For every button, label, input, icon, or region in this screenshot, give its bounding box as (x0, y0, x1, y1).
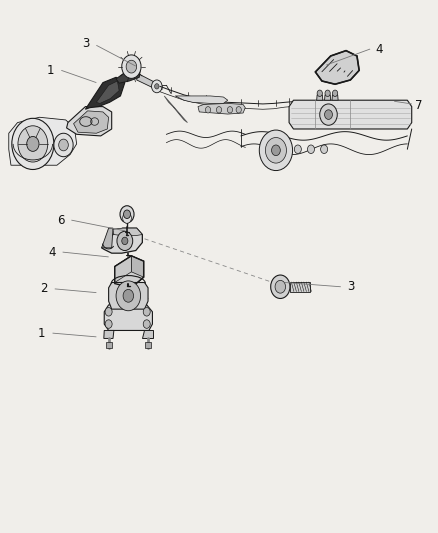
Circle shape (307, 145, 314, 154)
Polygon shape (145, 342, 151, 348)
Polygon shape (113, 228, 142, 236)
Circle shape (294, 145, 301, 154)
Polygon shape (289, 100, 412, 129)
Text: 1: 1 (46, 64, 54, 77)
Circle shape (59, 139, 68, 151)
Text: 1: 1 (38, 327, 46, 340)
Circle shape (126, 60, 137, 73)
Circle shape (123, 289, 134, 302)
Circle shape (205, 107, 211, 113)
Polygon shape (102, 228, 113, 248)
Circle shape (124, 210, 131, 219)
Text: 7: 7 (414, 99, 422, 111)
Polygon shape (317, 95, 323, 100)
Polygon shape (106, 342, 112, 348)
Circle shape (105, 320, 112, 328)
Polygon shape (131, 256, 144, 277)
Polygon shape (137, 74, 162, 90)
Polygon shape (115, 256, 144, 288)
Circle shape (325, 90, 330, 96)
Polygon shape (198, 103, 245, 114)
Circle shape (122, 55, 141, 78)
Text: 2: 2 (40, 282, 48, 295)
Text: 6: 6 (57, 214, 64, 227)
Circle shape (272, 145, 280, 156)
Circle shape (155, 84, 159, 89)
Circle shape (265, 138, 286, 163)
Circle shape (12, 118, 54, 169)
Circle shape (123, 213, 131, 223)
Circle shape (320, 104, 337, 125)
Polygon shape (85, 77, 125, 109)
Polygon shape (315, 51, 359, 84)
Circle shape (27, 136, 39, 151)
Polygon shape (102, 228, 142, 253)
Circle shape (116, 281, 141, 311)
Polygon shape (74, 111, 109, 133)
Circle shape (317, 90, 322, 96)
Polygon shape (104, 330, 114, 338)
Circle shape (122, 237, 128, 245)
Circle shape (117, 231, 133, 251)
Polygon shape (9, 117, 77, 165)
Polygon shape (116, 69, 140, 83)
Polygon shape (290, 282, 310, 292)
Circle shape (105, 308, 112, 316)
Polygon shape (142, 330, 153, 338)
Polygon shape (175, 96, 228, 103)
Circle shape (275, 280, 286, 293)
Polygon shape (332, 95, 338, 100)
Text: 4: 4 (48, 246, 56, 259)
Circle shape (216, 107, 222, 113)
Circle shape (236, 107, 241, 113)
Polygon shape (115, 256, 131, 282)
Text: 4: 4 (375, 43, 383, 55)
Circle shape (152, 80, 162, 93)
Circle shape (259, 130, 293, 171)
Circle shape (227, 107, 233, 113)
Circle shape (120, 206, 134, 223)
Polygon shape (67, 107, 112, 136)
Circle shape (143, 308, 150, 316)
Polygon shape (109, 282, 148, 309)
Circle shape (18, 126, 48, 162)
Text: 3: 3 (347, 280, 354, 293)
Circle shape (332, 90, 338, 96)
Circle shape (143, 320, 150, 328)
Circle shape (54, 133, 73, 157)
Polygon shape (325, 95, 331, 100)
Circle shape (271, 275, 290, 298)
Polygon shape (104, 305, 152, 330)
Text: 3: 3 (82, 37, 89, 50)
Circle shape (325, 110, 332, 119)
Circle shape (321, 145, 328, 154)
Polygon shape (96, 81, 119, 103)
